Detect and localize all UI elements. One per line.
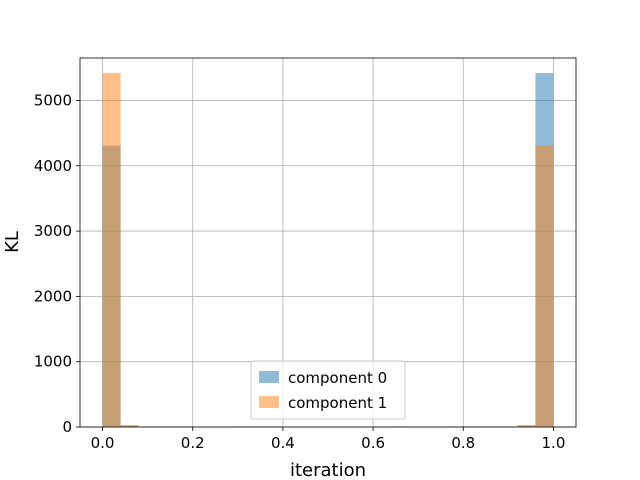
bar-component-1 [535,145,554,427]
bars [102,73,554,427]
x-tick-label: 0.4 [271,434,295,452]
x-tick-label: 0.2 [181,434,205,452]
x-axis-label: iteration [290,460,366,480]
x-tick-label: 1.0 [542,434,566,452]
plot-frame [79,57,577,428]
x-tick-label: 0.0 [91,434,115,452]
ticks: 0.0 0.2 0.4 0.6 0.8 1.0 0 1000 2000 3000 4000 5000 [34,91,566,452]
legend-label: component 0 [288,369,387,387]
y-axis-label: KL [2,231,23,253]
legend-swatch [259,396,279,408]
legend-box [250,360,406,420]
y-tick-label: 0 [62,418,72,436]
y-tick-label: 5000 [34,91,72,109]
y-tick-label: 3000 [34,222,72,240]
y-tick-label: 2000 [34,287,72,305]
bar-component-1 [120,425,139,427]
x-tick-label: 0.6 [361,434,385,452]
bar-component-1 [102,73,121,427]
y-tick-label: 1000 [34,353,72,371]
legend-swatch [259,371,279,383]
bar-component-1 [517,425,536,427]
legend: component 0 component 1 [250,360,406,420]
legend-label: component 1 [288,394,387,412]
x-tick-label: 0.8 [451,434,475,452]
y-tick-label: 4000 [34,157,72,175]
